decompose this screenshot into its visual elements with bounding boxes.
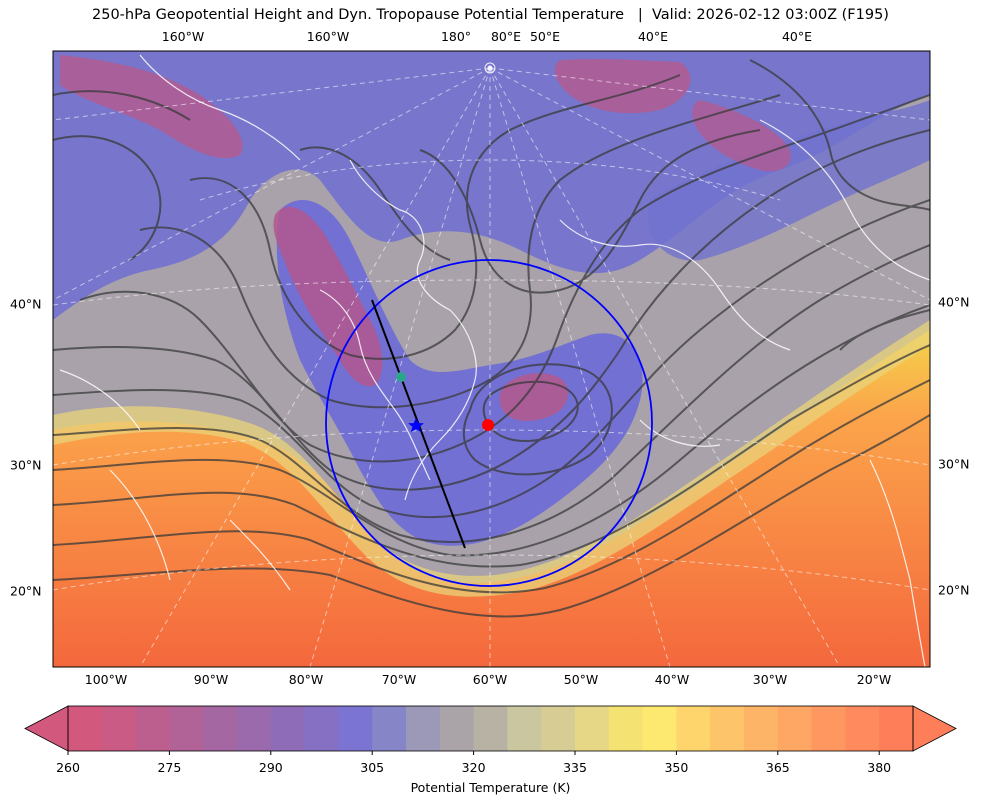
map-frame [52, 50, 931, 668]
colorbar-bin [879, 706, 914, 751]
cold-air-east [648, 100, 930, 261]
bottom-lon-label: 50°W [563, 672, 599, 687]
analysis-circle [325, 259, 653, 587]
graticule [53, 67, 930, 667]
colorbar-tick-label: 290 [258, 760, 283, 775]
red-marker [482, 419, 494, 431]
colorbar-bin [439, 706, 475, 751]
transition-band [53, 320, 930, 597]
bottom-lon-label: 70°W [381, 672, 417, 687]
top-lon-label: 80°E [490, 29, 522, 44]
colorbar-bin [203, 706, 238, 751]
colorbar-bin [101, 706, 137, 751]
colorbar-tick-label: 350 [664, 760, 689, 775]
cold-core-circle [499, 373, 569, 421]
colorbar-bin [406, 706, 441, 751]
colorbar-bin [237, 706, 272, 751]
colorbar-tick-label: 335 [563, 760, 587, 775]
bottom-lon-label: 40°W [654, 672, 690, 687]
left-lat-label: 20°N [10, 583, 42, 599]
colorbar-bin [676, 706, 711, 751]
colorbar-tick-label: 305 [360, 760, 385, 775]
colorbar-bin [811, 706, 846, 751]
colorbar-bin [608, 706, 644, 751]
top-lon-label: 50°E [529, 29, 561, 44]
top-lon-label: 40°E [781, 29, 813, 44]
colorbar-bin [473, 706, 508, 751]
bottom-lon-label: 20°W [856, 672, 892, 687]
blue-star-marker [408, 418, 424, 433]
top-lon-label: 160°W [161, 29, 205, 44]
colorbar-bin [744, 706, 779, 751]
colorbar-bin [777, 706, 813, 751]
green-marker [396, 372, 406, 382]
bottom-lon-label: 80°W [288, 672, 324, 687]
colorbar-bin [507, 706, 542, 751]
colorbar-extend-max [912, 705, 957, 752]
warm-air-region [53, 330, 930, 667]
colorbar-bin [710, 706, 745, 751]
colorbar-bin [135, 706, 170, 751]
colorbar-tick-label: 260 [56, 760, 80, 775]
left-lat-label: 40°N [10, 296, 42, 312]
right-lat-label: 40°N [938, 294, 970, 310]
bottom-lon-label: 60°W [472, 672, 508, 687]
top-lon-label: 40°E [637, 29, 669, 44]
right-lat-label: 30°N [938, 456, 970, 472]
pole-marker [484, 62, 496, 74]
cold-air-trough [276, 200, 643, 546]
colorbar-bin [642, 706, 677, 751]
colorbar-bin [575, 706, 610, 751]
colorbar-tick-label: 365 [765, 760, 790, 775]
colorbar-bin [169, 706, 204, 751]
top-lon-label: 180° [440, 29, 472, 44]
colorbar-bin [270, 706, 306, 751]
colorbar-tick-label: 320 [461, 760, 486, 775]
colorbar-bin [68, 706, 103, 751]
cold-core-trough [273, 206, 383, 387]
top-lon-label: 160°W [306, 29, 350, 44]
colorbar-extend-min [24, 705, 69, 752]
colorbar-bin [541, 706, 576, 751]
left-lat-label: 30°N [10, 457, 42, 473]
bottom-lon-label: 90°W [193, 672, 229, 687]
bottom-lon-label: 100°W [84, 672, 128, 687]
colorbar-bin [304, 706, 339, 751]
right-lat-label: 20°N [938, 582, 970, 598]
colorbar-tick-label: 275 [157, 760, 182, 775]
bottom-lon-label: 30°W [752, 672, 788, 687]
colorbar-label: Potential Temperature (K) [410, 780, 571, 795]
cold-core-north-1 [60, 55, 243, 159]
colorbar [24, 705, 957, 755]
colorbar-bin [338, 706, 373, 751]
chart-title: 250-hPa Geopotential Height and Dyn. Tro… [92, 7, 889, 23]
cold-core-north-2 [554, 59, 691, 114]
colorbar-tick-label: 380 [867, 760, 892, 775]
colorbar-bin [372, 706, 407, 751]
coastlines [59, 54, 930, 667]
map-panel [53, 51, 930, 667]
colorbar-bin [845, 706, 880, 751]
colorbar-frame [67, 705, 914, 752]
